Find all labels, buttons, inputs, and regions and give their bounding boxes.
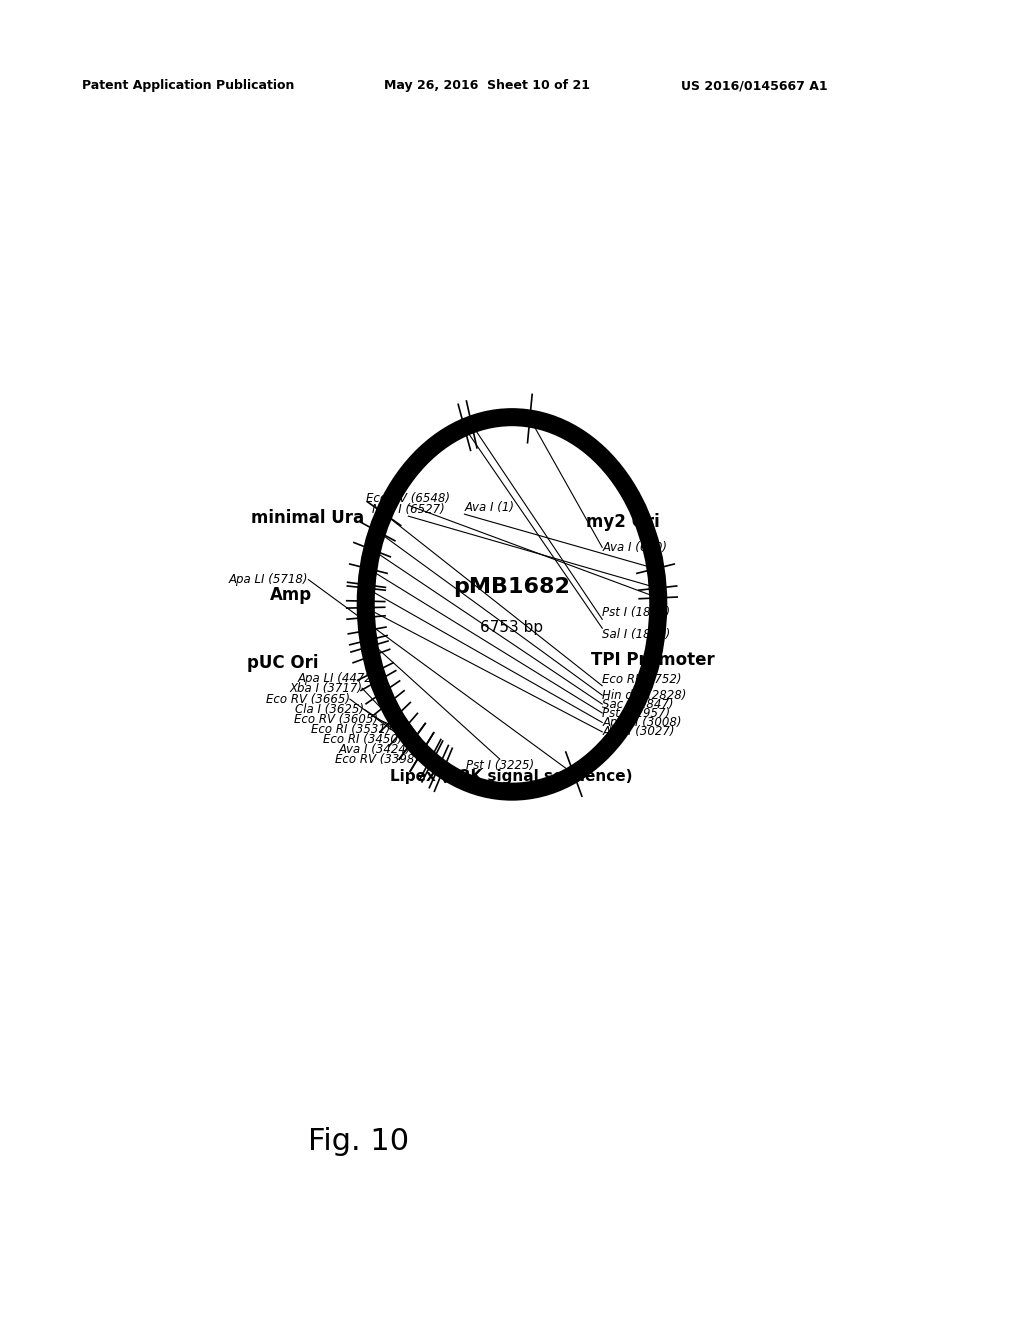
- Text: Cla I (3625): Cla I (3625): [296, 704, 365, 715]
- Text: Sal I (1826): Sal I (1826): [602, 628, 671, 642]
- Text: pMB1682: pMB1682: [454, 577, 570, 597]
- Text: Eco RI (3531): Eco RI (3531): [310, 723, 390, 735]
- Text: Ava I (610): Ava I (610): [602, 541, 668, 554]
- Text: Xba I (3717): Xba I (3717): [289, 681, 362, 694]
- Text: Ava I (3424): Ava I (3424): [338, 743, 411, 756]
- Text: Fig. 10: Fig. 10: [308, 1127, 409, 1156]
- Text: Eco RV (3398): Eco RV (3398): [335, 752, 420, 766]
- Text: Pst I (1824): Pst I (1824): [602, 606, 671, 619]
- Text: TPI Promoter: TPI Promoter: [591, 651, 715, 669]
- Text: US 2016/0145667 A1: US 2016/0145667 A1: [681, 79, 827, 92]
- Text: Eco RV (6548): Eco RV (6548): [367, 492, 451, 506]
- Text: minimal Ura: minimal Ura: [251, 508, 365, 527]
- Text: Eco RV (3665): Eco RV (3665): [266, 693, 350, 706]
- Text: my2 Ori: my2 Ori: [587, 512, 660, 531]
- Text: Hin dIII (2828): Hin dIII (2828): [602, 689, 686, 702]
- Text: Nco I (6527): Nco I (6527): [372, 503, 444, 516]
- Text: pUC Ori: pUC Ori: [247, 653, 318, 672]
- Text: 6753 bp: 6753 bp: [480, 620, 544, 635]
- Text: Lipex (R2K signal sequence): Lipex (R2K signal sequence): [389, 770, 632, 784]
- Text: Patent Application Publication: Patent Application Publication: [82, 79, 294, 92]
- Text: Pst I (2957): Pst I (2957): [602, 706, 671, 719]
- Text: Apa LI (5718): Apa LI (5718): [229, 573, 308, 586]
- Text: Ava I (3027): Ava I (3027): [602, 726, 675, 738]
- Text: May 26, 2016  Sheet 10 of 21: May 26, 2016 Sheet 10 of 21: [384, 79, 590, 92]
- Text: Apa LI (3008): Apa LI (3008): [602, 715, 682, 729]
- Text: Ava I (1): Ava I (1): [465, 502, 514, 515]
- Text: Apa LI (4472): Apa LI (4472): [297, 672, 377, 685]
- Text: Pst I (3225): Pst I (3225): [466, 759, 534, 772]
- Text: Eco RV (3605): Eco RV (3605): [294, 713, 378, 726]
- Text: Amp: Amp: [270, 586, 312, 605]
- Text: Sac I (2847): Sac I (2847): [602, 697, 674, 710]
- Text: Eco RI (3450): Eco RI (3450): [323, 733, 402, 746]
- Text: Eco RI (2752): Eco RI (2752): [602, 673, 682, 685]
